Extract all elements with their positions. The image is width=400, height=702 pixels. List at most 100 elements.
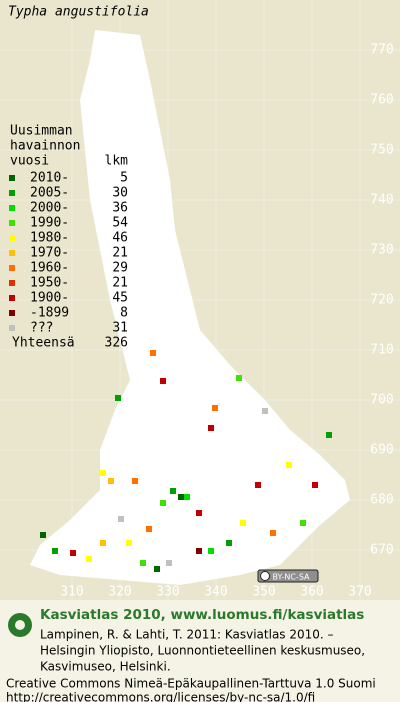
north-label: 690 bbox=[370, 443, 393, 458]
legend-count: 54 bbox=[112, 216, 128, 231]
occurrence bbox=[52, 548, 58, 554]
legend-swatch bbox=[9, 250, 15, 256]
legend-count: 30 bbox=[112, 186, 128, 201]
legend-total: 326 bbox=[105, 336, 128, 351]
occurrence bbox=[286, 462, 292, 468]
east-label: 350 bbox=[252, 585, 275, 600]
legend-label: 1900- bbox=[30, 291, 69, 306]
legend-count: 21 bbox=[112, 276, 128, 291]
grid-lines bbox=[0, 0, 400, 600]
legend-label: 1950- bbox=[30, 276, 69, 291]
legend-count: 45 bbox=[112, 291, 128, 306]
occurrence bbox=[270, 530, 276, 536]
occurrence bbox=[184, 494, 190, 500]
legend-label: 1990- bbox=[30, 216, 69, 231]
east-label: 310 bbox=[60, 585, 83, 600]
legend-count: 8 bbox=[120, 306, 128, 321]
license-badge[interactable]: BY-NC-SA bbox=[257, 569, 319, 583]
legend-swatch bbox=[9, 295, 15, 301]
occurrence bbox=[178, 494, 184, 500]
legend-swatch bbox=[9, 175, 15, 181]
occurrence bbox=[70, 550, 76, 556]
legend-heading: havainnon bbox=[10, 139, 80, 154]
license-badge-icon bbox=[260, 571, 270, 581]
legend-label: 1960- bbox=[30, 261, 69, 276]
occurrence bbox=[312, 482, 318, 488]
legend-count: 29 bbox=[112, 261, 128, 276]
license-badge-text: BY-NC-SA bbox=[272, 573, 310, 582]
occurrence bbox=[118, 516, 124, 522]
logo-center bbox=[15, 620, 25, 630]
legend-count-heading: lkm bbox=[105, 154, 129, 169]
legend-swatch bbox=[9, 325, 15, 331]
occurrence bbox=[132, 478, 138, 484]
east-label: 340 bbox=[204, 585, 227, 600]
occurrence bbox=[196, 548, 202, 554]
occurrence bbox=[100, 540, 106, 546]
legend-label: 2010- bbox=[30, 171, 69, 186]
legend-heading: vuosi bbox=[10, 154, 49, 169]
north-label: 670 bbox=[370, 543, 393, 558]
east-label: 320 bbox=[108, 585, 131, 600]
footer-license-url[interactable]: http://creativecommons.org/licenses/by-n… bbox=[6, 691, 315, 702]
footer-citation: Lampinen, R. & Lahti, T. 2011: Kasviatla… bbox=[40, 628, 334, 642]
occurrence bbox=[150, 350, 156, 356]
north-label: 750 bbox=[370, 143, 393, 158]
legend-count: 36 bbox=[112, 201, 128, 216]
occurrence bbox=[236, 375, 242, 381]
occurrence bbox=[154, 566, 160, 572]
north-label: 760 bbox=[370, 93, 393, 108]
legend-count: 46 bbox=[112, 231, 128, 246]
occurrence bbox=[100, 470, 106, 476]
legend-swatch bbox=[9, 220, 15, 226]
legend: 2010- 5 2005- 30 2000- 36 1990- 54 1980- 46 1970- 2… bbox=[9, 171, 128, 351]
east-label: 330 bbox=[156, 585, 179, 600]
occurrence bbox=[208, 425, 214, 431]
legend-count: 21 bbox=[112, 246, 128, 261]
legend-swatch bbox=[9, 190, 15, 196]
occurrence bbox=[226, 540, 232, 546]
legend-count: 5 bbox=[120, 171, 128, 186]
occurrence bbox=[300, 520, 306, 526]
occurrence bbox=[126, 540, 132, 546]
occurrence bbox=[240, 520, 246, 526]
occurrence bbox=[212, 405, 218, 411]
legend-heading: Uusimman bbox=[10, 124, 73, 139]
occurrence bbox=[146, 526, 152, 532]
legend-swatch bbox=[9, 310, 15, 316]
coordinate-labels: 770 760 750 740 730 720 710 700 690 680 670 310 320 3… bbox=[60, 43, 393, 600]
legend-label: 1980- bbox=[30, 231, 69, 246]
legend-swatch bbox=[9, 205, 15, 211]
occurrence bbox=[160, 378, 166, 384]
legend-swatch bbox=[9, 280, 15, 286]
occurrence bbox=[170, 488, 176, 494]
occurrence bbox=[115, 395, 121, 401]
license-badge-box[interactable] bbox=[257, 569, 319, 583]
occurrence bbox=[326, 432, 332, 438]
legend-label: -1899 bbox=[30, 306, 69, 321]
legend-count: 31 bbox=[112, 321, 128, 336]
occurrence bbox=[166, 560, 172, 566]
north-label: 700 bbox=[370, 393, 393, 408]
occurrence bbox=[40, 532, 46, 538]
north-label: 740 bbox=[370, 193, 393, 208]
footer-brand[interactable]: Kasviatlas 2010, www.luomus.fi/kasviatla… bbox=[40, 607, 364, 623]
north-label: 710 bbox=[370, 343, 393, 358]
north-label: 680 bbox=[370, 493, 393, 508]
legend-label: 1970- bbox=[30, 246, 69, 261]
legend-total-label: Yhteensä bbox=[12, 336, 75, 351]
occurrence bbox=[160, 500, 166, 506]
footer-citation: Kasvimuseo, Helsinki. bbox=[40, 660, 171, 674]
north-label: 730 bbox=[370, 243, 393, 258]
east-label: 360 bbox=[300, 585, 323, 600]
occurrence bbox=[86, 556, 92, 562]
occurrence bbox=[108, 478, 114, 484]
footer-background bbox=[0, 600, 400, 702]
map-title: Typha angustifolia bbox=[8, 5, 149, 20]
occurrence-squares bbox=[40, 350, 332, 572]
legend-swatch bbox=[9, 265, 15, 271]
occurrence bbox=[262, 408, 268, 414]
legend-label: 2005- bbox=[30, 186, 69, 201]
occurrence bbox=[196, 510, 202, 516]
